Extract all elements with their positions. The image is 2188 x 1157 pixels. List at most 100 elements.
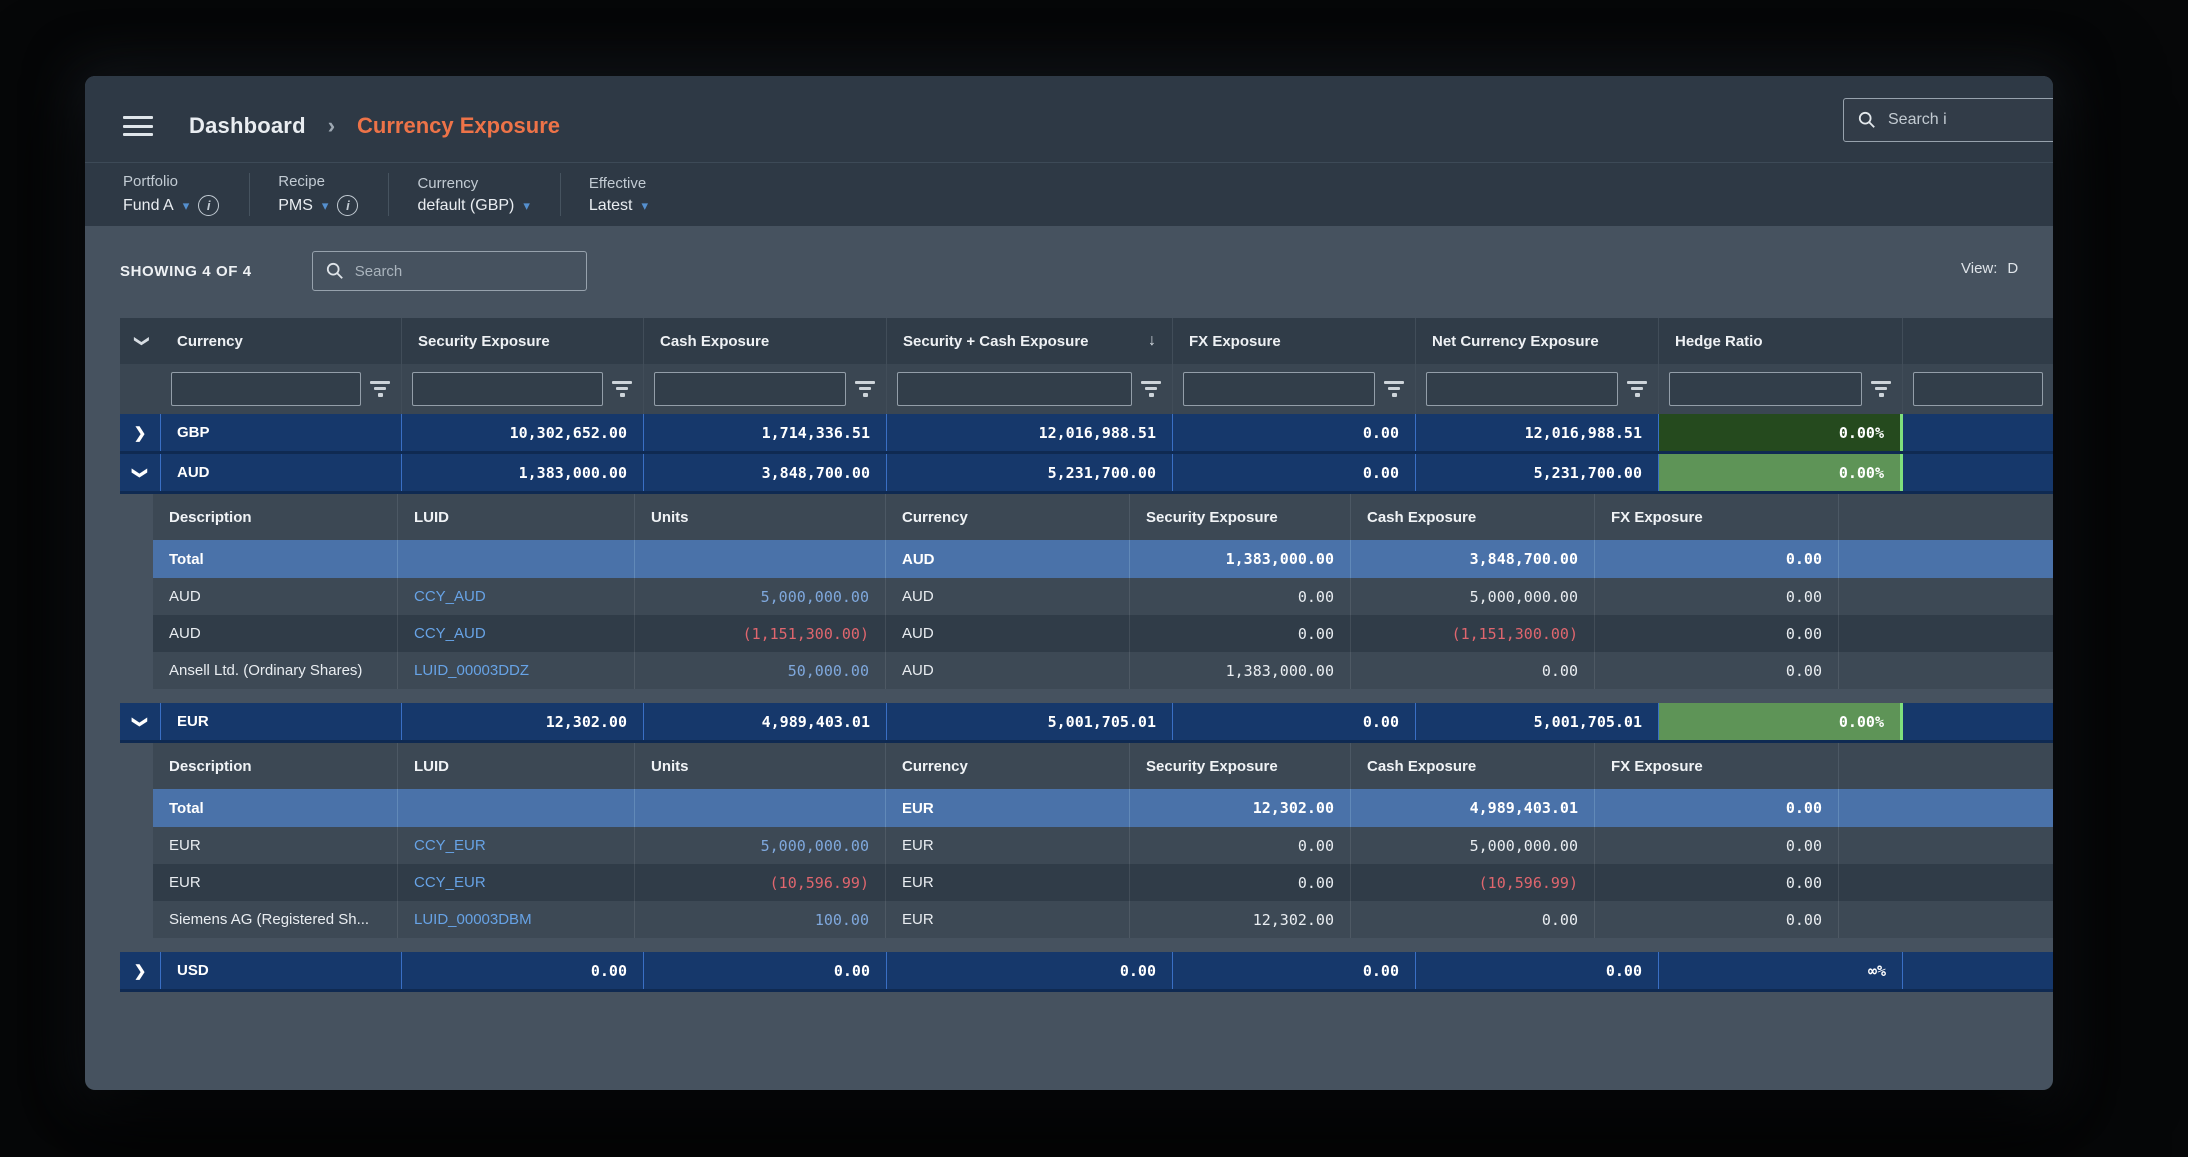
column-header-hedge-ratio[interactable]: Hedge Ratio (1659, 318, 1903, 364)
info-icon[interactable]: i (337, 195, 359, 216)
cell-trailing (1903, 414, 2053, 451)
expand-cell[interactable]: ❯ (120, 703, 161, 740)
column-header-expander[interactable]: ❯ (120, 318, 161, 364)
currency-group-row[interactable]: ❯ GBP 10,302,652.00 1,714,336.51 12,016,… (120, 414, 2053, 454)
filter-icon[interactable] (1626, 381, 1648, 397)
column-filter-input[interactable] (897, 372, 1132, 406)
filter-icon[interactable] (1140, 381, 1162, 397)
description-text: EUR (169, 874, 201, 891)
cell-fx-exposure: 0.00 (1173, 414, 1416, 451)
column-filter-input[interactable] (1669, 372, 1862, 406)
total-cash-exposure: 3,848,700.00 (1351, 540, 1595, 578)
expand-cell[interactable]: ❯ (120, 952, 161, 989)
filter-divider (559, 173, 561, 216)
currency-group-row[interactable]: ❯ EUR 12,302.00 4,989,403.01 5,001,705.0… (120, 703, 2053, 743)
column-filter-input[interactable] (171, 372, 361, 406)
total-trailing (1839, 789, 2053, 827)
filter-divider (388, 173, 390, 216)
column-header-cash-exposure[interactable]: Cash Exposure (644, 318, 887, 364)
detail-header-row: Description LUID Units Currency Security… (153, 743, 2053, 789)
currency-detail-table: Description LUID Units Currency Security… (153, 743, 2053, 938)
total-luid-blank (398, 540, 635, 578)
expand-chevron-icon[interactable]: ❯ (130, 466, 148, 479)
cell-security-exposure: 0.00 (1130, 827, 1351, 864)
search-icon (1858, 111, 1875, 128)
luid-link[interactable]: CCY_EUR (414, 874, 486, 891)
cell-cash-exposure: 3,848,700.00 (644, 454, 887, 491)
cell-hedge-ratio: 0.00% (1659, 414, 1903, 451)
holding-row[interactable]: Siemens AG (Registered Sh... LUID_00003D… (153, 901, 2053, 938)
expand-chevron-icon[interactable]: ❯ (133, 424, 147, 442)
luid-link[interactable]: LUID_00003DBM (414, 911, 532, 928)
filter-effective-dropdown[interactable]: Latest ▾ (589, 197, 669, 215)
view-label: View: (1961, 260, 1998, 277)
filter-portfolio-dropdown[interactable]: Fund A ▾ i (123, 195, 220, 216)
column-filter-input[interactable] (412, 372, 603, 406)
search-icon (326, 262, 343, 279)
holding-row[interactable]: EUR CCY_EUR 5,000,000.00 EUR 0.00 5,000,… (153, 827, 2053, 864)
global-search[interactable] (1843, 98, 2053, 142)
collapse-all-chevron-icon[interactable]: ❯ (133, 334, 151, 348)
currency-group-row[interactable]: ❯ AUD 1,383,000.00 3,848,700.00 5,231,70… (120, 454, 2053, 494)
column-header-security-cash-exposure[interactable]: Security + Cash Exposure ↓ (887, 318, 1173, 364)
filter-currency-dropdown[interactable]: default (GBP) ▾ (417, 197, 529, 215)
filter-cell-cash-exposure (644, 364, 887, 414)
luid-link[interactable]: CCY_AUD (414, 588, 486, 605)
filter-icon[interactable] (369, 381, 391, 397)
cell-luid: CCY_AUD (398, 615, 635, 652)
holding-row[interactable]: AUD CCY_AUD 5,000,000.00 AUD 0.00 5,000,… (153, 578, 2053, 615)
detail-column-currency: Currency (886, 743, 1130, 789)
column-filter-input[interactable] (654, 372, 846, 406)
column-filter-input[interactable] (1426, 372, 1618, 406)
column-header-security-exposure[interactable]: Security Exposure (402, 318, 644, 364)
holding-row[interactable]: AUD CCY_AUD (1,151,300.00) AUD 0.00 (1,1… (153, 615, 2053, 652)
cell-currency: EUR (161, 703, 402, 740)
detail-header-row: Description LUID Units Currency Security… (153, 494, 2053, 540)
filter-portfolio-label: Portfolio (123, 173, 179, 190)
column-filter-input[interactable] (1913, 372, 2043, 406)
description-text: EUR (169, 837, 201, 854)
cell-currency: EUR (886, 901, 1130, 938)
luid-link[interactable]: CCY_AUD (414, 625, 486, 642)
cell-fx-exposure: 0.00 (1595, 652, 1839, 689)
view-selector[interactable]: View: D (1961, 260, 2053, 277)
holding-row[interactable]: Ansell Ltd. (Ordinary Shares) LUID_00003… (153, 652, 2053, 689)
filter-icon[interactable] (854, 381, 876, 397)
cell-trailing (1903, 952, 2053, 989)
column-header-net-currency-exposure[interactable]: Net Currency Exposure (1416, 318, 1659, 364)
column-header-currency[interactable]: Currency (161, 318, 402, 364)
info-icon[interactable]: i (198, 195, 220, 216)
luid-link[interactable]: CCY_EUR (414, 837, 486, 854)
description-text: AUD (169, 588, 201, 605)
detail-column-luid: LUID (398, 494, 635, 540)
filter-icon[interactable] (611, 381, 633, 397)
cell-security-exposure: 10,302,652.00 (402, 414, 644, 451)
showing-count: SHOWING 4 OF 4 (120, 262, 252, 280)
expand-cell[interactable]: ❯ (120, 454, 161, 491)
filter-cell-trailing (1903, 364, 2053, 414)
cell-units: (10,596.99) (635, 864, 886, 901)
column-header-fx-exposure[interactable]: FX Exposure (1173, 318, 1416, 364)
luid-link[interactable]: LUID_00003DDZ (414, 662, 530, 679)
menu-icon[interactable] (123, 116, 153, 136)
expand-chevron-icon[interactable]: ❯ (133, 962, 147, 980)
column-filter-input[interactable] (1183, 372, 1375, 406)
breadcrumb-dashboard[interactable]: Dashboard (189, 113, 306, 138)
global-search-input[interactable] (1888, 111, 2053, 129)
detail-rows: AUD CCY_AUD 5,000,000.00 AUD 0.00 5,000,… (153, 578, 2053, 689)
table-search-input[interactable] (354, 262, 573, 280)
holding-row[interactable]: EUR CCY_EUR (10,596.99) EUR 0.00 (10,596… (153, 864, 2053, 901)
filter-cell-security-cash-exposure (887, 364, 1173, 414)
filter-recipe-dropdown[interactable]: PMS ▾ i (278, 195, 359, 216)
currency-group-row[interactable]: ❯ USD 0.00 0.00 0.00 0.00 0.00 ∞% (120, 952, 2053, 992)
expand-chevron-icon[interactable]: ❯ (130, 715, 148, 728)
cell-currency: GBP (161, 414, 402, 451)
filter-icon[interactable] (1383, 381, 1405, 397)
cell-fx-exposure: 0.00 (1595, 578, 1839, 615)
filter-icon[interactable] (1870, 381, 1892, 397)
table-search[interactable] (311, 251, 587, 291)
cell-luid: LUID_00003DDZ (398, 652, 635, 689)
expand-cell[interactable]: ❯ (120, 414, 161, 451)
cell-fx-exposure: 0.00 (1595, 864, 1839, 901)
cell-trailing (1839, 827, 2053, 864)
